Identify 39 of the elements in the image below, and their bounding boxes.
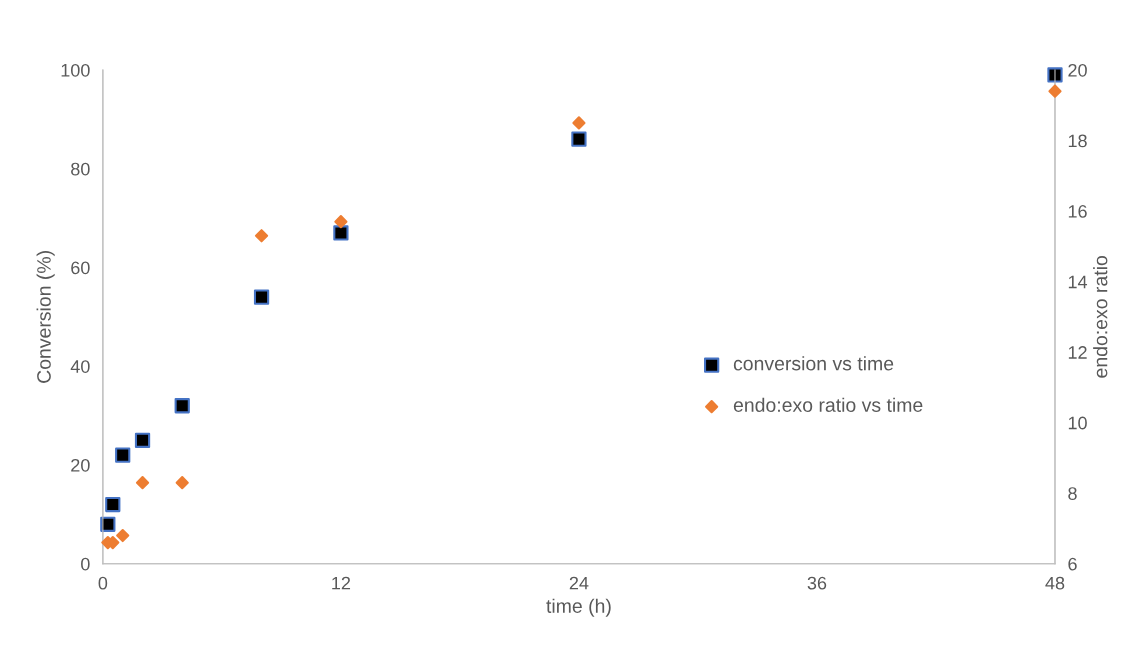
- y-tick-label: 0: [81, 557, 90, 571]
- y2-tick-label: 18: [1068, 134, 1087, 148]
- point: [1048, 84, 1062, 98]
- y-tick-label: 40: [70, 360, 90, 373]
- y-tick-label: 20: [71, 458, 90, 472]
- y2-tick-label: 8: [1068, 487, 1077, 500]
- y2-tick-label: 16: [1068, 205, 1087, 218]
- y-tick-label: 100: [61, 63, 90, 77]
- point: [135, 476, 150, 490]
- x-tick-label: 12: [332, 576, 351, 590]
- point: [571, 131, 587, 147]
- x-tick-label: 36: [807, 576, 827, 590]
- y2-tick-label: 6: [1068, 557, 1077, 571]
- y-tick-label: 60: [71, 261, 90, 275]
- point: [116, 528, 130, 543]
- x-axis-title: time (h): [546, 598, 611, 617]
- point: [174, 398, 190, 414]
- point: [134, 432, 151, 448]
- point: [1047, 67, 1063, 83]
- point: [572, 116, 586, 130]
- y2-tick-label: 20: [1068, 63, 1087, 77]
- point: [175, 476, 189, 490]
- y2-tick-label: 14: [1068, 275, 1088, 289]
- point: [334, 215, 348, 229]
- legend-label: conversion vs time: [733, 356, 894, 371]
- y2-tick-label: 12: [1068, 346, 1087, 359]
- y2-axis-title: endo:exo ratio: [1093, 256, 1108, 378]
- y-tick-label: 80: [71, 162, 90, 176]
- point: [333, 225, 349, 241]
- point: [105, 496, 121, 513]
- x-tick-label: 0: [98, 576, 108, 590]
- point: [115, 447, 131, 463]
- x-tick-label: 48: [1045, 576, 1065, 590]
- y-axis-title: Conversion (%): [36, 251, 55, 383]
- y2-tick-label: 10: [1068, 416, 1087, 430]
- point: [254, 229, 269, 243]
- legend-label: endo:exo ratio vs time: [733, 397, 923, 412]
- point: [253, 289, 270, 305]
- x-tick-label: 24: [569, 576, 589, 590]
